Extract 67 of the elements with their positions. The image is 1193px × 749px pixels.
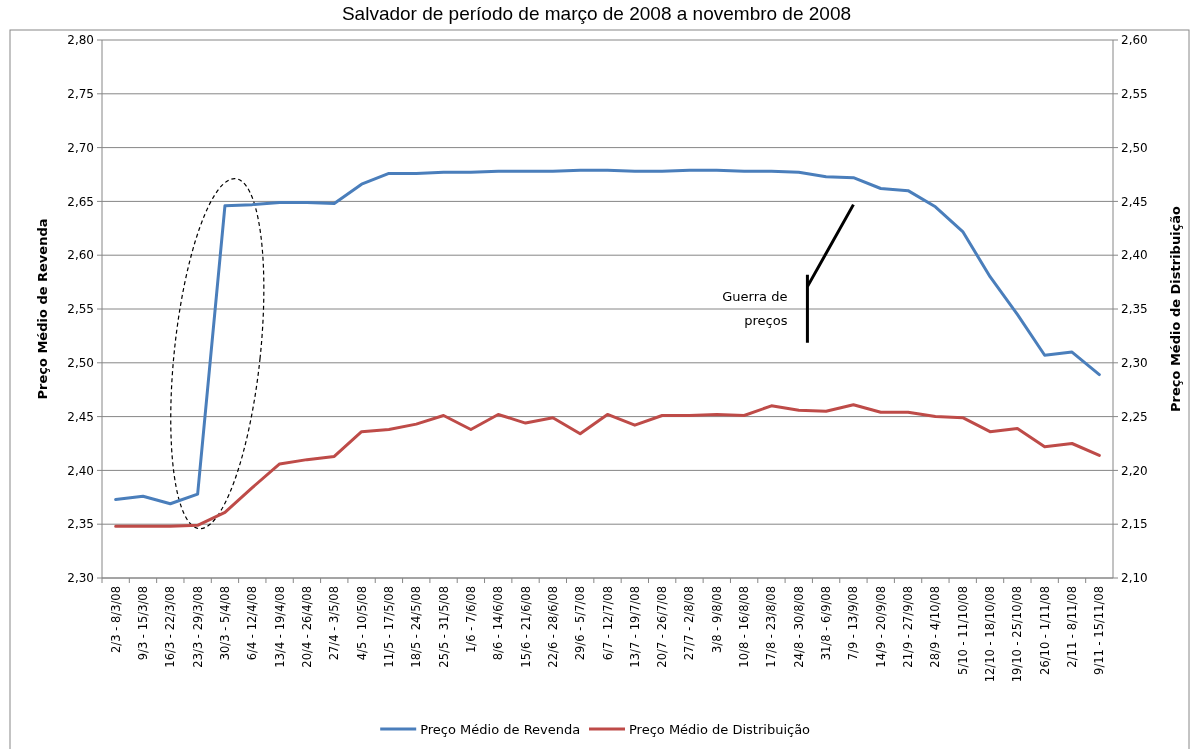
x-tick-label: 6/7 - 12/7/08 — [600, 586, 615, 661]
y-tick-label: 2,60 — [67, 248, 94, 263]
x-tick-label: 20/7 - 26/7/08 — [655, 586, 670, 668]
x-tick-label: 24/8 - 30/8/08 — [791, 586, 806, 668]
x-tick-label: 8/6 - 14/6/08 — [491, 586, 506, 661]
x-tick-label: 20/4 - 26/4/08 — [299, 586, 314, 668]
y2-tick-label: 2,20 — [1121, 463, 1148, 478]
x-tick-label: 9/3 - 15/3/08 — [135, 586, 150, 661]
x-tick-label: 27/7 - 2/8/08 — [682, 586, 697, 661]
y2-tick-label: 2,55 — [1121, 87, 1148, 101]
x-tick-label: 10/8 - 16/8/08 — [737, 586, 752, 668]
y2-tick-label: 2,10 — [1121, 571, 1148, 586]
x-tick-label: 19/10 - 25/10/08 — [1010, 586, 1025, 683]
x-tick-label: 6/4 - 12/4/08 — [245, 586, 260, 661]
y-tick-label: 2,40 — [67, 463, 94, 478]
x-tick-label: 26/10 - 1/11/08 — [1037, 586, 1052, 675]
x-tick-label: 17/8 - 23/8/08 — [764, 586, 779, 668]
y-tick-label: 2,50 — [67, 356, 94, 370]
y2-tick-label: 2,30 — [1121, 356, 1148, 370]
line-series — [114, 403, 1101, 528]
y2-tick-label: 2,25 — [1121, 409, 1148, 424]
y-tick-label: 2,55 — [67, 302, 94, 317]
legend-label: Preço Médio de Revenda — [420, 721, 581, 737]
chart-title: Salvador de período de março de 2008 a novembro de 2008 — [341, 3, 852, 24]
x-tick-label: 18/5 - 24/5/08 — [409, 586, 424, 668]
legend-label: Preço Médio de Distribuição — [629, 721, 811, 737]
y-tick-label: 2,75 — [67, 87, 94, 101]
y-axis-title: Preço Médio de Revenda — [35, 218, 50, 400]
x-tick-label: 21/9 - 27/9/08 — [901, 586, 916, 668]
y-tick-label: 2,35 — [67, 517, 94, 532]
x-tick-label: 1/6 - 7/6/08 — [463, 586, 478, 653]
x-tick-label: 30/3 - 5/4/08 — [217, 586, 232, 661]
line-series — [114, 168, 1101, 506]
x-tick-label: 7/9 - 13/9/08 — [846, 586, 861, 661]
y2-tick-label: 2,35 — [1121, 302, 1148, 317]
annotation: Guerra de preços — [722, 288, 788, 328]
x-tick-label: 9/11 - 15/11/08 — [1092, 586, 1107, 675]
x-tick-label: 2/11 - 8/11/08 — [1065, 586, 1080, 668]
x-tick-label: 5/10 - 11/10/08 — [955, 586, 970, 675]
y-tick-label: 2,45 — [67, 409, 94, 424]
x-tick-label: 4/5 - 10/5/08 — [354, 586, 369, 661]
y2-tick-label: 2,60 — [1121, 33, 1148, 48]
x-tick-label: 23/3 - 29/3/08 — [190, 586, 205, 668]
x-tick-label: 29/6 - 5/7/08 — [573, 586, 588, 661]
y-tick-label: 2,30 — [67, 571, 94, 586]
y2-tick-label: 2,50 — [1121, 140, 1148, 155]
y-tick-label: 2,65 — [67, 194, 94, 209]
x-tick-label: 13/4 - 19/4/08 — [272, 586, 287, 668]
y2-tick-label: 2,15 — [1121, 517, 1148, 532]
x-tick-label: 16/3 - 22/3/08 — [163, 586, 178, 668]
x-tick-label: 3/8 - 9/8/08 — [709, 586, 724, 653]
x-tick-label: 14/9 - 20/9/08 — [873, 586, 888, 668]
x-tick-label: 28/9 - 4/10/08 — [928, 586, 943, 668]
x-tick-label: 22/6 - 28/6/08 — [545, 586, 560, 668]
x-tick-label: 25/5 - 31/5/08 — [436, 586, 451, 668]
y2-axis-title: Preço Médio de Distribuição — [1168, 205, 1183, 413]
x-tick-label: 13/7 - 19/7/08 — [627, 586, 642, 668]
y-tick-label: 2,80 — [67, 33, 94, 48]
y-tick-label: 2,70 — [67, 140, 94, 155]
x-tick-label: 27/4 - 3/5/08 — [327, 586, 342, 661]
y2-tick-label: 2,40 — [1121, 248, 1148, 263]
x-tick-label: 11/5 - 17/5/08 — [381, 586, 396, 668]
y2-tick-label: 2,45 — [1121, 194, 1148, 209]
x-tick-label: 2/3 - 8/3/08 — [108, 586, 123, 653]
x-tick-label: 15/6 - 21/6/08 — [518, 586, 533, 668]
x-tick-label: 31/8 - 6/9/08 — [819, 586, 834, 661]
x-tick-label: 12/10 - 18/10/08 — [983, 586, 998, 683]
